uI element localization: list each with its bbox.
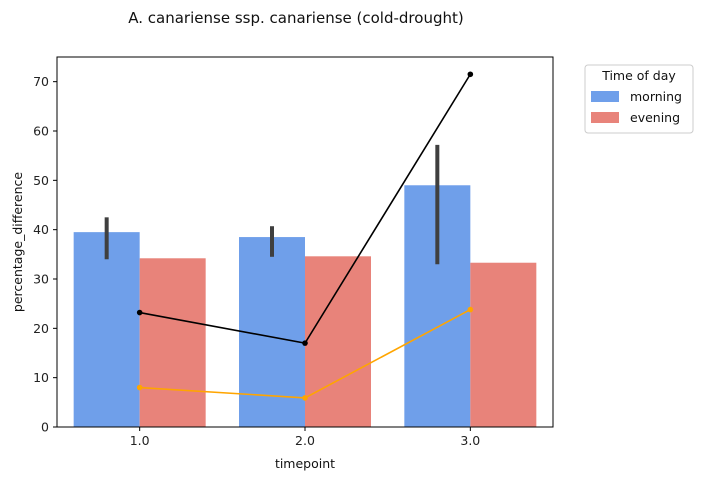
x-tick-label-3.0: 3.0 [460, 433, 480, 448]
chart-title: A. canariense ssp. canariense (cold-drou… [128, 9, 463, 27]
overlay-point-0-1.0 [136, 309, 143, 316]
legend-swatch-evening [591, 112, 619, 123]
bar-evening-3.0 [470, 262, 537, 427]
legend-title: Time of day [601, 68, 676, 83]
y-tick-label-30: 30 [33, 272, 49, 287]
y-tick-label-60: 60 [33, 124, 49, 139]
overlay-point-1-3.0 [467, 306, 474, 313]
plot-area [56, 56, 554, 428]
legend-label-evening: evening [630, 110, 680, 125]
overlay-point-0-2.0 [302, 340, 308, 346]
legend-label-morning: morning [630, 89, 682, 104]
y-tick-label-20: 20 [33, 321, 49, 336]
overlay-point-0-3.0 [467, 71, 474, 78]
y-tick-label-0: 0 [41, 420, 49, 435]
bars-layer [73, 144, 537, 427]
bar-morning-1.0 [73, 232, 140, 427]
x-axis: 1.0 2.0 3.0 [130, 427, 480, 448]
x-tick-label-1.0: 1.0 [130, 433, 150, 448]
bar-evening-2.0 [305, 256, 371, 427]
legend-swatch-morning [591, 91, 619, 102]
y-tick-label-50: 50 [33, 173, 49, 188]
overlay-point-1-2.0 [302, 395, 308, 401]
bar-evening-1.0 [139, 258, 206, 427]
y-axis: 0 10 20 30 40 50 60 70 [33, 74, 57, 435]
y-axis-label: percentage_difference [10, 172, 25, 312]
x-axis-label: timepoint [275, 456, 335, 471]
y-tick-label-40: 40 [33, 222, 49, 237]
y-tick-label-10: 10 [33, 370, 49, 385]
legend: Time of day morning evening [584, 64, 694, 134]
y-tick-label-70: 70 [33, 74, 49, 89]
overlay-point-1-1.0 [136, 384, 143, 391]
lines-layer [136, 71, 474, 401]
x-tick-label-2.0: 2.0 [295, 433, 315, 448]
